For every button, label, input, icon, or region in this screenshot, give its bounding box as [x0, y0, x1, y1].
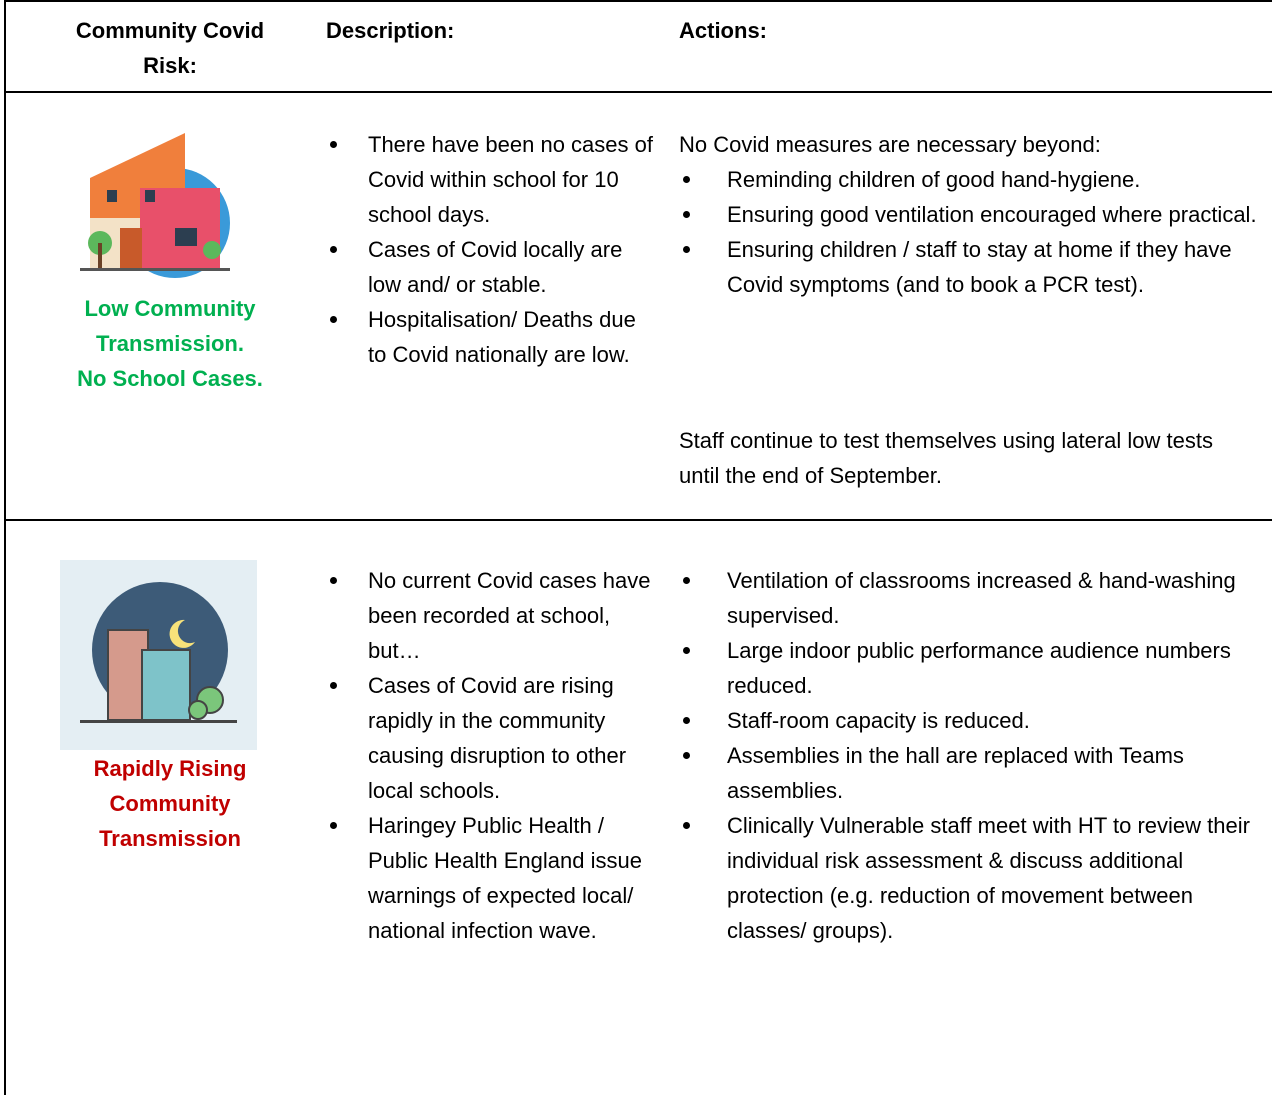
action-item: Assemblies in the hall are replaced with… — [679, 738, 1264, 808]
bullet-text: Staff-room capacity is reduced. — [727, 708, 1030, 733]
description-item: Haringey Public Health / Public Health E… — [326, 808, 656, 948]
border — [4, 519, 1272, 521]
bullet — [330, 246, 337, 253]
header: Community Covid Risk: — [75, 18, 265, 78]
city-icon — [60, 560, 257, 750]
action-item: Ensuring children / staff to stay at hom… — [679, 232, 1264, 302]
house-icon — [80, 133, 230, 278]
action-item: Reminding children of good hand-hygiene. — [679, 162, 1264, 197]
bullet — [330, 316, 337, 323]
description-item: Cases of Covid locally are low and/ or s… — [326, 232, 656, 302]
actions-list: Ventilation of classrooms increased & ha… — [679, 563, 1264, 948]
bullet-text: Large indoor public performance audience… — [727, 638, 1231, 698]
bullet — [683, 176, 690, 183]
risk-line: Low Community — [84, 296, 256, 321]
action-item: Ventilation of classrooms increased & ha… — [679, 563, 1264, 633]
risk-line: Transmission. — [96, 331, 244, 356]
risk-line: Community — [109, 791, 231, 816]
header: Actions: — [679, 18, 767, 43]
bullet-text: Clinically Vulnerable staff meet with HT… — [727, 813, 1250, 943]
bullet — [330, 577, 337, 584]
bullet-text: There have been no cases of Covid within… — [368, 132, 653, 227]
bullet — [683, 211, 690, 218]
border — [4, 0, 6, 1095]
description-list: No current Covid cases have been recorde… — [326, 563, 656, 948]
bullet — [683, 577, 690, 584]
risk-label: Rapidly Rising Community Transmission — [40, 751, 300, 856]
border — [4, 91, 1272, 93]
bullet-text: Cases of Covid locally are low and/ or s… — [368, 237, 623, 297]
description-item: Hospitalisation/ Deaths due to Covid nat… — [326, 302, 656, 372]
action-item: Ensuring good ventilation encouraged whe… — [679, 197, 1264, 232]
bullet — [330, 682, 337, 689]
description-item: There have been no cases of Covid within… — [326, 127, 656, 232]
action-item: Large indoor public performance audience… — [679, 633, 1264, 703]
risk-line: No School Cases. — [77, 366, 263, 391]
description-item: Cases of Covid are rising rapidly in the… — [326, 668, 656, 808]
bullet — [683, 752, 690, 759]
bullet — [330, 822, 337, 829]
description-item: No current Covid cases have been recorde… — [326, 563, 656, 668]
bullet-text: Ventilation of classrooms increased & ha… — [727, 568, 1236, 628]
bullet-text: Reminding children of good hand-hygiene. — [727, 167, 1141, 192]
action-item: Clinically Vulnerable staff meet with HT… — [679, 808, 1264, 948]
bullet-text: Assemblies in the hall are replaced with… — [727, 743, 1184, 803]
bullet — [683, 717, 690, 724]
bullet-text: No current Covid cases have been recorde… — [368, 568, 651, 663]
action-item: Staff-room capacity is reduced. — [679, 703, 1264, 738]
risk-line: Transmission — [99, 826, 241, 851]
description-list: There have been no cases of Covid within… — [326, 127, 656, 372]
risk-line: Rapidly Rising — [93, 756, 247, 781]
actions-list: Reminding children of good hand-hygiene.… — [679, 162, 1264, 302]
bullet — [683, 822, 690, 829]
border — [4, 0, 1272, 2]
actions-note: Staff continue to test themselves using … — [679, 428, 1213, 488]
bullet-text: Ensuring good ventilation encouraged whe… — [727, 202, 1257, 227]
bullet — [683, 246, 690, 253]
header: Description: — [326, 18, 455, 43]
bullet-text: Haringey Public Health / Public Health E… — [368, 813, 642, 943]
bullet — [683, 647, 690, 654]
bullet-text: Ensuring children / staff to stay at hom… — [727, 237, 1232, 297]
bullet-text: Cases of Covid are rising rapidly in the… — [368, 673, 627, 803]
risk-label: Low Community Transmission. No School Ca… — [40, 291, 300, 396]
bullet-text: Hospitalisation/ Deaths due to Covid nat… — [368, 307, 636, 367]
actions-intro: No Covid measures are necessary beyond: — [679, 132, 1101, 157]
bullet — [330, 141, 337, 148]
